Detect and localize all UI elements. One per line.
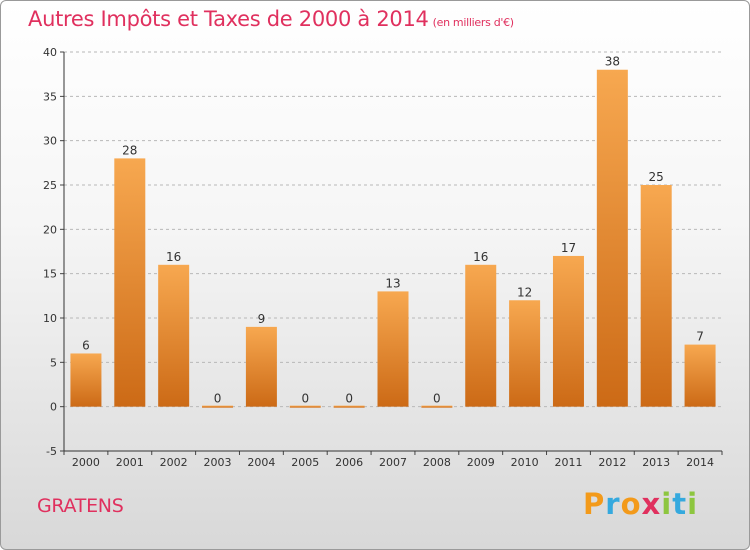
x-tick-label-2009: 2009 xyxy=(467,456,495,469)
bar-2004 xyxy=(245,326,277,407)
logo-letter: x xyxy=(641,487,662,521)
x-tick-label-2011: 2011 xyxy=(554,456,582,469)
axes xyxy=(63,52,722,452)
logo-letter: o xyxy=(620,487,642,521)
value-label-2008: 0 xyxy=(433,392,441,406)
x-tick-label-2014: 2014 xyxy=(686,456,714,469)
chart-subtitle: (en milliers d'€) xyxy=(432,16,514,29)
value-label-2000: 6 xyxy=(82,338,90,352)
bar-2001 xyxy=(114,158,146,407)
chart-title-text: Autres Impôts et Taxes de 2000 à 2014 xyxy=(28,7,429,31)
value-label-2005: 0 xyxy=(301,392,309,406)
value-label-2006: 0 xyxy=(345,392,353,406)
bar-2000 xyxy=(70,353,102,407)
x-tick-label-2000: 2000 xyxy=(72,456,100,469)
y-tick-label: 0 xyxy=(50,401,57,414)
x-tick-label-2010: 2010 xyxy=(511,456,539,469)
x-tick-label-2012: 2012 xyxy=(598,456,626,469)
value-label-2007: 13 xyxy=(385,276,400,290)
y-tick-label: -5 xyxy=(46,445,57,458)
y-tick-label: 25 xyxy=(43,179,57,192)
proxiti-logo: Proxiti xyxy=(583,487,698,521)
x-tick-label-2004: 2004 xyxy=(247,456,275,469)
y-tick-label: 30 xyxy=(43,135,57,148)
x-tick-label-2002: 2002 xyxy=(160,456,188,469)
x-tick-label-2013: 2013 xyxy=(642,456,670,469)
bar-2011 xyxy=(552,255,584,407)
y-tick-label: 5 xyxy=(50,356,57,369)
y-tick-label: 40 xyxy=(43,46,57,59)
bar-2014 xyxy=(684,344,716,407)
bar-2013 xyxy=(640,185,672,407)
bar-2006 xyxy=(333,405,365,408)
value-label-2012: 38 xyxy=(605,55,620,69)
y-axis-ticks: -5 0 5 10 15 20 25 30 35 40 xyxy=(43,46,64,458)
value-label-2002: 16 xyxy=(166,250,181,264)
logo-letter: t xyxy=(672,487,688,521)
bar-2010 xyxy=(509,300,541,407)
x-tick-label-2006: 2006 xyxy=(335,456,363,469)
value-label-2009: 16 xyxy=(473,250,488,264)
y-tick-label: 15 xyxy=(43,268,57,281)
value-label-2004: 9 xyxy=(258,312,266,326)
bar-2007 xyxy=(377,291,409,407)
bar-2003 xyxy=(202,405,234,408)
bar-2008 xyxy=(421,405,453,408)
logo-letter: r xyxy=(605,487,621,521)
x-tick-label-2008: 2008 xyxy=(423,456,451,469)
bar-2005 xyxy=(289,405,321,408)
bars: 6 28 16 0 9 0 0 13 0 16 12 17 38 25 7 xyxy=(70,55,716,408)
value-label-2011: 17 xyxy=(561,241,576,255)
y-tick-label: 20 xyxy=(43,223,57,236)
y-tick-label: 35 xyxy=(43,90,57,103)
chart-title: Autres Impôts et Taxes de 2000 à 2014 (en… xyxy=(28,7,514,31)
bar-2012 xyxy=(596,69,628,407)
x-tick-label-2007: 2007 xyxy=(379,456,407,469)
value-label-2001: 28 xyxy=(122,143,137,157)
value-label-2013: 25 xyxy=(649,170,664,184)
value-label-2010: 12 xyxy=(517,285,532,299)
x-tick-label-2005: 2005 xyxy=(291,456,319,469)
logo-letter: i xyxy=(687,487,699,521)
value-label-2014: 7 xyxy=(696,330,704,344)
y-tick-label: 10 xyxy=(43,312,57,325)
x-axis-ticks: 2000 2001 2002 2003 2004 2005 2006 2007 2008 2009… xyxy=(63,451,723,469)
logo-letter: P xyxy=(583,487,606,521)
x-tick-label-2001: 2001 xyxy=(116,456,144,469)
bar-2002 xyxy=(158,264,190,407)
logo-letter: i xyxy=(661,487,673,521)
bar-2009 xyxy=(465,264,497,407)
x-tick-label-2003: 2003 xyxy=(204,456,232,469)
value-label-2003: 0 xyxy=(214,392,222,406)
commune-name: GRATENS xyxy=(37,495,124,517)
